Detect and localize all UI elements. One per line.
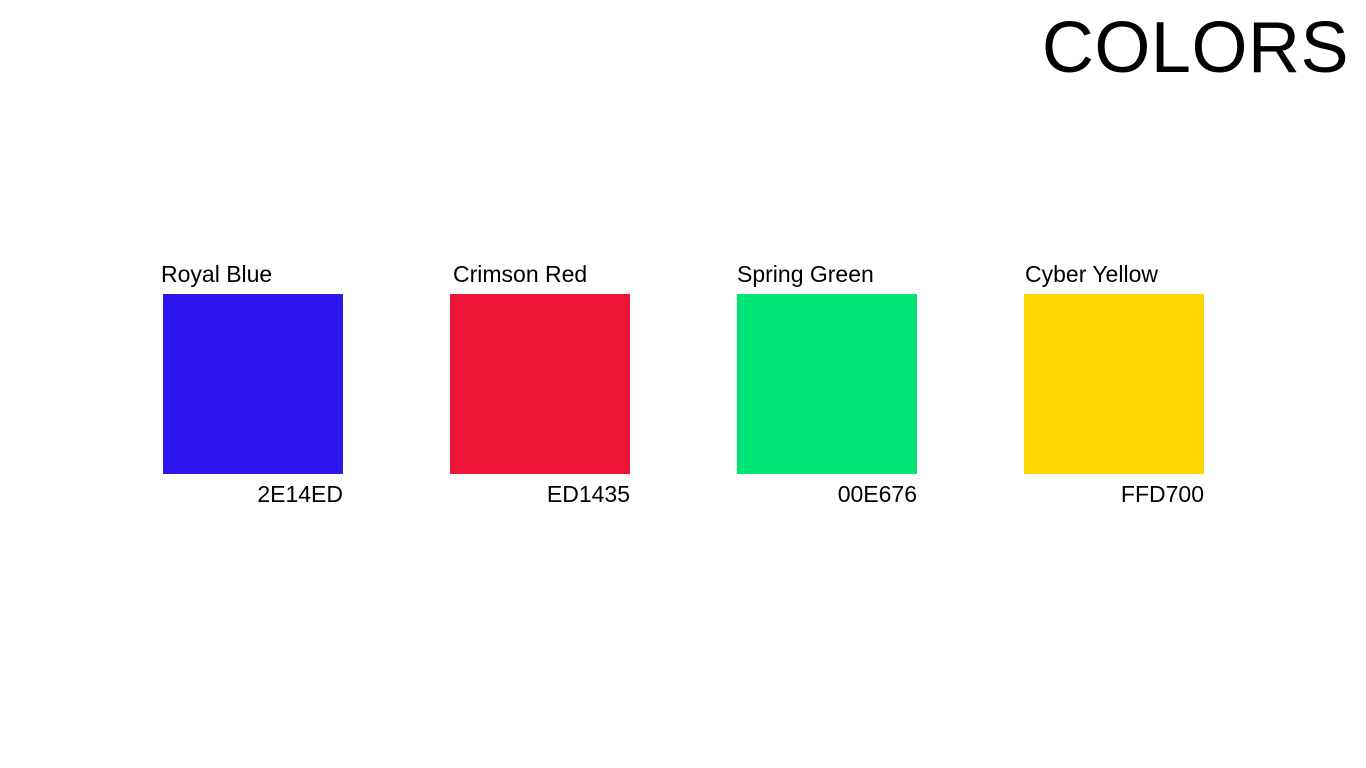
page-title: COLORS xyxy=(1041,8,1349,88)
swatch-color-box xyxy=(450,294,630,474)
swatch-hex-code: ED1435 xyxy=(546,481,630,507)
swatch-name: Spring Green xyxy=(737,261,874,287)
swatch-color-box xyxy=(163,294,343,474)
color-swatch-crimson-red: Crimson Red ED1435 xyxy=(450,258,650,518)
swatch-name: Cyber Yellow xyxy=(1025,261,1158,287)
color-swatch-cyber-yellow: Cyber Yellow FFD700 xyxy=(1024,258,1224,518)
color-swatch-royal-blue: Royal Blue 2E14ED xyxy=(161,258,363,518)
swatch-color-box xyxy=(737,294,917,474)
swatch-hex-code: 2E14ED xyxy=(257,481,343,507)
swatch-hex-code: 00E676 xyxy=(837,481,917,507)
swatch-hex-code: FFD700 xyxy=(1120,481,1204,507)
swatch-name: Royal Blue xyxy=(161,261,273,287)
swatch-color-box xyxy=(1024,294,1204,474)
swatch-name: Crimson Red xyxy=(453,261,588,287)
color-swatch-spring-green: Spring Green 00E676 xyxy=(737,258,937,518)
